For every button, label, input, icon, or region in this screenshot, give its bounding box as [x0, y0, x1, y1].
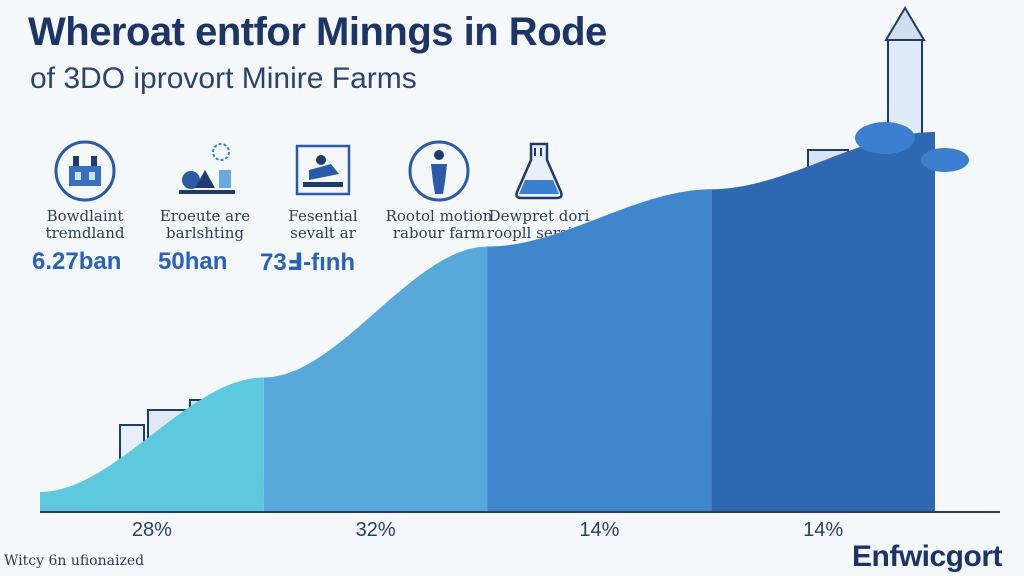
area-segment	[711, 132, 935, 512]
stat-label: Rootol motion rabour farm	[385, 207, 493, 242]
stat-block-4: Rootol motion rabour farm	[374, 140, 504, 242]
stat-block-1: Bowdlaint tremdland 6.27ban	[20, 140, 150, 275]
stat-value: 6.27ban	[32, 248, 122, 275]
person-icon	[408, 140, 470, 202]
area-segment	[40, 377, 264, 512]
area-segment	[263, 246, 488, 512]
stat-label: Bowdlaint tremdland	[45, 207, 125, 242]
category-label: 14%	[803, 519, 843, 541]
miner-icon	[179, 143, 235, 194]
stat-value: 73Ⅎ-fınh	[260, 249, 356, 276]
stat-label: Fesential sevalt ar	[288, 207, 358, 242]
category-label: 14%	[579, 519, 619, 541]
flask-icon	[515, 142, 563, 200]
excavator-icon	[295, 144, 351, 196]
stat-block-5: Dewpret dori roopll sersion	[474, 140, 604, 242]
area-segment	[487, 189, 712, 513]
factory-icon	[54, 140, 116, 202]
category-label: 32%	[356, 519, 396, 541]
page-subtitle: of 3DO iprovort Minire Farms	[30, 62, 417, 95]
stat-block-2: Eroeute are barlshting 50han	[140, 140, 270, 275]
page-title: Wheroat entfor Minngs in Rode	[28, 10, 607, 54]
brand-logo: Enfwicgort	[852, 540, 1003, 573]
cloud-decoration	[855, 122, 969, 172]
stat-value: 50han	[158, 248, 228, 275]
category-label: 28%	[132, 519, 172, 541]
stat-label: Eroeute are barlshting	[159, 207, 251, 242]
stat-block-3: Fesential sevalt ar 73Ⅎ-fınh	[258, 140, 388, 276]
footer-note: Witcy 6n ufionaized	[4, 553, 145, 569]
